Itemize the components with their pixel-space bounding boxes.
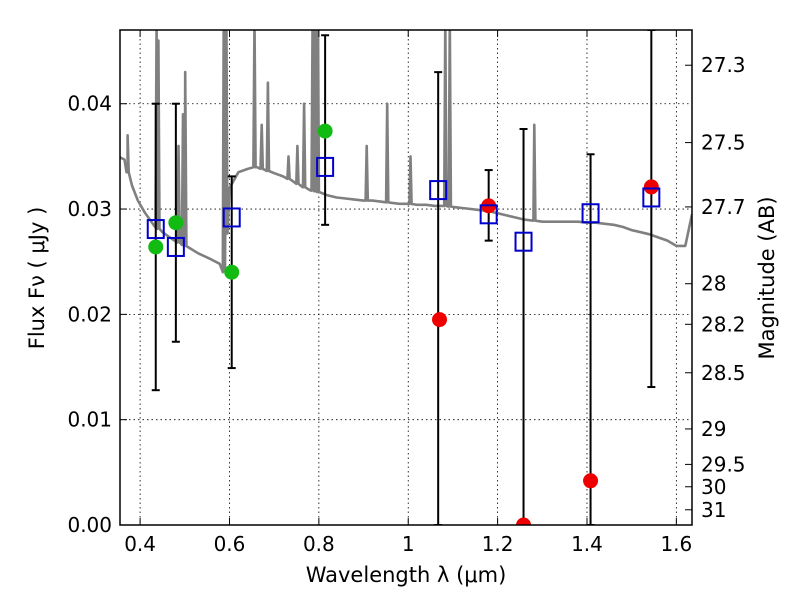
y-tick-label: 0.03 — [67, 197, 112, 221]
magnitude-tick-label: 30 — [701, 475, 726, 499]
y-tick-label: 0.02 — [67, 302, 112, 326]
model-spectrum-line — [120, 30, 692, 274]
green-data-point — [224, 264, 240, 280]
magnitude-tick-label: 27.3 — [701, 53, 746, 77]
y-tick-label: 0.01 — [67, 408, 112, 432]
blue-square-point — [166, 236, 185, 257]
x-tick-label: 1.2 — [482, 532, 514, 556]
red-data-point — [583, 473, 599, 489]
red-data-point — [516, 517, 532, 525]
magnitude-tick-label: 27.7 — [701, 195, 746, 219]
marker-layer — [146, 123, 661, 525]
plot-frame — [119, 29, 693, 526]
x-tick-label: 1.4 — [571, 532, 603, 556]
blue-square-point — [316, 156, 335, 177]
y-axis-right-label: Magnitude (AB) — [755, 196, 779, 359]
y-axis-left: 0.00 0.01 0.02 0.03 0.04 — [67, 92, 127, 537]
y-axis-label: Flux Fν ( μJy ) — [25, 207, 49, 350]
blue-square-point — [581, 203, 600, 224]
x-tick-label: 0.6 — [214, 532, 246, 556]
blue-square-point — [222, 207, 241, 228]
green-data-point — [168, 215, 184, 231]
y-tick-label: 0.00 — [67, 513, 112, 537]
magnitude-tick-label: 31 — [701, 498, 726, 522]
magnitude-tick-label: 27.5 — [701, 131, 746, 155]
red-data-point — [643, 179, 659, 195]
plot-background — [120, 30, 692, 525]
blue-square-point — [642, 187, 661, 208]
magnitude-tick-label: 29.5 — [701, 452, 746, 476]
x-axis: 0.4 0.6 0.8 1 1.2 1.4 1.6 — [124, 30, 692, 556]
blue-square-point — [479, 204, 498, 225]
green-data-point — [317, 123, 333, 139]
magnitude-tick-label: 28 — [701, 272, 726, 296]
blue-square-point — [429, 180, 448, 201]
x-tick-label: 1 — [402, 532, 415, 556]
x-tick-label: 0.4 — [124, 532, 156, 556]
red-data-point — [432, 312, 448, 328]
y-tick-label: 0.04 — [67, 92, 112, 116]
x-tick-label: 1.6 — [660, 532, 692, 556]
blue-square-point — [514, 231, 533, 252]
x-tick-label: 0.8 — [303, 532, 335, 556]
model-spectrum-layer — [120, 30, 692, 274]
x-axis-label: Wavelength λ (μm) — [306, 563, 507, 587]
magnitude-tick-label: 28.2 — [701, 312, 746, 336]
green-data-point — [148, 239, 164, 255]
magnitude-tick-label: 29 — [701, 417, 726, 441]
magnitude-tick-label: 28.5 — [701, 361, 746, 385]
blue-square-point — [146, 219, 165, 240]
